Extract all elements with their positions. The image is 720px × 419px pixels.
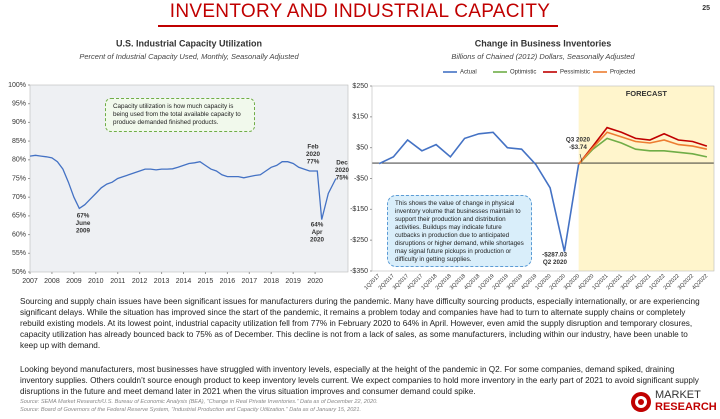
logo-icon — [631, 392, 651, 412]
annotation: Apr — [312, 229, 323, 236]
annotation: Dec — [336, 160, 348, 167]
paragraph: Sourcing and supply chain issues have be… — [20, 297, 700, 350]
annotation: 64% — [311, 222, 324, 229]
forecast-region — [578, 86, 714, 271]
forecast-label: FORECAST — [626, 89, 668, 98]
annotation: Feb — [307, 144, 318, 151]
y-tick-label: -$250 — [350, 237, 368, 244]
chart-title: Change in Business Inventories — [475, 38, 612, 48]
y-tick-label: 55% — [12, 250, 26, 257]
legend-label: Optimistic — [510, 70, 536, 76]
annotation: 2020 — [335, 167, 350, 174]
x-tick-label: 4Q2022 — [691, 273, 709, 290]
charts: U.S. Industrial Capacity Utilization Perc… — [8, 38, 715, 290]
x-tick-label: 2019 — [285, 278, 301, 285]
y-tick-label: -$150 — [350, 206, 368, 213]
legend-label: Pessimistic — [560, 70, 590, 76]
annotation: 2020 — [306, 151, 321, 158]
x-tick-label: 2015 — [198, 278, 214, 285]
y-tick-label: 70% — [12, 194, 26, 201]
annotation: 75% — [336, 175, 349, 182]
series-line — [577, 131, 708, 165]
series-line — [577, 126, 708, 165]
x-tick-label: 2009 — [66, 278, 82, 285]
x-tick-label: 2010 — [88, 278, 104, 285]
x-tick-label: 2020 — [307, 278, 323, 285]
annotation: -$287.03 — [542, 252, 567, 259]
series-line — [29, 154, 337, 220]
chart-subtitle: Billions of Chained (2012) Dollars, Seas… — [451, 52, 635, 61]
y-tick-label: 95% — [12, 101, 26, 108]
x-tick-label: 2007 — [22, 278, 38, 285]
y-tick-label: 85% — [12, 138, 26, 145]
x-tick-label: 2017 — [242, 278, 258, 285]
source: Source: SEMA Market Research/U.S. Bureau… — [20, 399, 378, 405]
source: Source: Board of Governors of the Federa… — [20, 407, 362, 413]
y-tick-label: $150 — [352, 114, 368, 121]
title-rule — [158, 25, 558, 27]
page-number: 25 — [702, 5, 710, 12]
page-title: INVENTORY AND INDUSTRIAL CAPACITY — [169, 1, 551, 22]
y-tick-label: 50% — [12, 269, 26, 276]
annotation: 67% — [77, 213, 90, 220]
annotation: Q3 2020 — [566, 137, 591, 144]
x-tick-label: 2018 — [263, 278, 279, 285]
x-tick-label: 2014 — [176, 278, 192, 285]
y-tick-label: 80% — [12, 157, 26, 164]
annotation-arrow — [579, 153, 583, 163]
chart-title: U.S. Industrial Capacity Utilization — [116, 38, 262, 48]
y-tick-label: 75% — [12, 175, 26, 182]
y-tick-label: 60% — [12, 231, 26, 238]
legend-label: Projected — [610, 70, 635, 76]
y-tick-label: 90% — [12, 119, 26, 126]
chart-subtitle: Percent of Industrial Capacity Used, Mon… — [79, 52, 299, 61]
x-tick-label: 2011 — [110, 278, 125, 285]
x-tick-label: 2012 — [132, 278, 148, 285]
y-tick-label: -$50 — [354, 175, 368, 182]
series-line — [578, 137, 708, 165]
logo-word: MARKET — [655, 389, 701, 401]
logo: MARKET RESEARCH — [630, 388, 717, 416]
legend-label: Actual — [460, 70, 477, 76]
logo-word: RESEARCH — [655, 401, 717, 413]
annotation: 77% — [307, 159, 320, 166]
annotation: June — [76, 220, 91, 227]
x-tick-label: 2016 — [220, 278, 236, 285]
capacity-note: Capacity utilization is how much capacit… — [105, 98, 255, 132]
y-tick-label: 65% — [12, 213, 26, 220]
annotation: 2020 — [310, 237, 325, 244]
y-tick-label: 100% — [8, 82, 26, 89]
annotation: Q2 2020 — [543, 259, 568, 266]
x-tick-label: 2008 — [44, 278, 60, 285]
series-line — [378, 131, 580, 252]
y-tick-label: $50 — [356, 145, 368, 152]
inventory-note: This shows the value of change in physic… — [387, 195, 532, 267]
annotation: 2009 — [76, 228, 91, 235]
y-tick-label: $250 — [352, 83, 368, 90]
annotation: -$3.74 — [569, 144, 587, 151]
x-tick-label: 2013 — [154, 278, 170, 285]
y-tick-label: -$350 — [350, 268, 368, 275]
paragraph: Looking beyond manufacturers, most busin… — [20, 365, 699, 396]
